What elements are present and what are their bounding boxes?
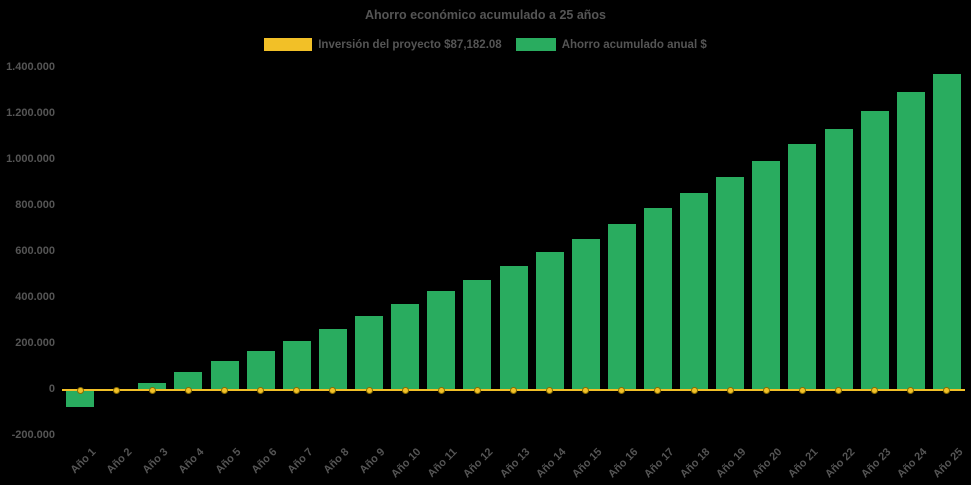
x-axis-label-año-9: Año 9 — [357, 446, 388, 477]
x-axis-label-año-14: Año 14 — [533, 446, 569, 481]
x-axis-label-año-10: Año 10 — [389, 446, 424, 481]
x-axis-label-año-24: Año 24 — [894, 446, 930, 481]
x-axis-label-año-18: Año 18 — [678, 446, 713, 481]
investment-line-marker-icon — [690, 387, 698, 394]
y-axis-tick-label: 400.000 — [15, 291, 55, 303]
investment-line-marker-icon — [365, 387, 373, 394]
bar-año-9 — [355, 316, 384, 390]
bar-año-11 — [427, 291, 456, 390]
x-axis-label-año-25: Año 25 — [930, 446, 966, 481]
x-axis-label-año-20: Año 20 — [750, 446, 785, 481]
legend-item-inversion: Inversión del proyecto $87,182.08 — [264, 38, 502, 51]
x-axis-label-año-17: Año 17 — [642, 446, 677, 481]
bar-año-17 — [643, 208, 672, 390]
bar-año-1 — [66, 390, 95, 408]
bar-año-25 — [932, 73, 961, 390]
investment-line-marker-icon — [437, 387, 445, 394]
investment-line-marker-icon — [184, 387, 192, 394]
bar-año-7 — [282, 340, 311, 390]
investment-line-marker-icon — [401, 387, 409, 394]
y-axis-tick-label: -200.000 — [11, 429, 55, 441]
investment-line-marker-icon — [257, 387, 265, 394]
bar-año-15 — [571, 239, 600, 390]
x-axis-label-año-19: Año 19 — [714, 446, 749, 481]
investment-line-marker-icon — [654, 387, 662, 394]
investment-line-marker-icon — [907, 387, 915, 394]
x-axis-label-año-22: Año 22 — [822, 446, 858, 481]
x-axis-label-año-21: Año 21 — [786, 446, 821, 481]
investment-line-marker-icon — [835, 387, 843, 394]
bar-año-6 — [246, 350, 275, 390]
y-axis-tick-label: 1.000.000 — [6, 153, 55, 165]
y-axis-tick-label: 0 — [48, 383, 55, 395]
investment-line-marker-icon — [473, 387, 481, 394]
investment-line-marker-icon — [582, 387, 590, 394]
bar-año-20 — [752, 161, 781, 390]
bar-año-13 — [499, 265, 528, 390]
bar-año-23 — [860, 110, 889, 390]
x-axis-label-año-6: Año 6 — [249, 446, 280, 477]
x-axis-label-año-23: Año 23 — [858, 446, 894, 481]
investment-line-marker-icon — [112, 387, 120, 394]
bar-año-19 — [716, 177, 745, 390]
investment-line-marker-icon — [293, 387, 301, 394]
legend: Inversión del proyecto $87,182.08 Ahorro… — [0, 38, 971, 51]
x-axis-label-año-1: Año 1 — [68, 446, 99, 477]
bar-año-8 — [318, 329, 347, 390]
x-axis-label-año-4: Año 4 — [176, 446, 207, 477]
x-axis-label-año-2: Año 2 — [104, 446, 135, 477]
investment-line-marker-icon — [510, 387, 517, 394]
x-axis-label-año-8: Año 8 — [321, 446, 352, 477]
bar-año-14 — [535, 252, 564, 390]
legend-label-ahorro: Ahorro acumulado anual $ — [561, 38, 707, 51]
investment-line-marker-icon — [943, 387, 951, 394]
y-axis-tick-label: 200.000 — [15, 337, 55, 349]
investment-line-marker-icon — [798, 387, 806, 394]
y-axis-tick-label: 1.200.000 — [6, 107, 55, 119]
investment-line-marker-icon — [871, 387, 879, 394]
legend-swatch-ahorro-icon — [515, 38, 556, 51]
investment-line-marker-icon — [546, 387, 554, 394]
x-axis-label-año-16: Año 16 — [605, 446, 641, 481]
bar-año-21 — [788, 143, 817, 390]
x-axis-label-año-3: Año 3 — [140, 446, 171, 477]
investment-line-marker-icon — [76, 387, 84, 394]
x-axis-label-año-12: Año 12 — [461, 446, 496, 481]
x-axis-label-año-15: Año 15 — [569, 446, 605, 481]
bar-año-10 — [391, 303, 420, 390]
chart-title: Ahorro económico acumulado a 25 años — [364, 8, 607, 22]
y-axis-tick-label: 800.000 — [15, 199, 55, 211]
investment-line-marker-icon — [148, 387, 156, 394]
bar-año-12 — [463, 279, 492, 390]
bar-año-16 — [607, 224, 636, 390]
y-axis-tick-label: 1.400.000 — [6, 61, 55, 73]
investment-line-marker-icon — [726, 387, 734, 394]
y-axis: 1.400.000 1.200.000 1.000.000 800.000 600.00… — [0, 0, 55, 485]
legend-item-ahorro: Ahorro acumulado anual $ — [515, 38, 707, 51]
bar-año-24 — [896, 92, 925, 390]
bar-año-4 — [174, 371, 203, 390]
investment-line-marker-icon — [618, 387, 626, 394]
bar-año-5 — [210, 361, 239, 390]
x-axis-label-año-5: Año 5 — [212, 446, 244, 477]
legend-swatch-inversion-icon — [264, 38, 313, 51]
x-axis-label-año-7: Año 7 — [285, 446, 316, 477]
y-axis-tick-label: 600.000 — [15, 245, 55, 257]
investment-line-marker-icon — [329, 387, 337, 394]
x-axis-label-año-11: Año 11 — [425, 446, 460, 480]
bar-año-18 — [680, 193, 709, 390]
bar-año-22 — [824, 128, 853, 390]
investment-line-marker-icon — [221, 387, 229, 394]
plot-area: Año 1 Año 2 Año 3 Año 4 Año 5 Año 6 Año 7 Año 8… — [62, 0, 965, 485]
x-axis-label-año-13: Año 13 — [497, 446, 532, 481]
bar-año-3 — [138, 383, 167, 390]
legend-label-inversion: Inversión del proyecto $87,182.08 — [318, 38, 502, 51]
investment-line-marker-icon — [762, 387, 770, 394]
